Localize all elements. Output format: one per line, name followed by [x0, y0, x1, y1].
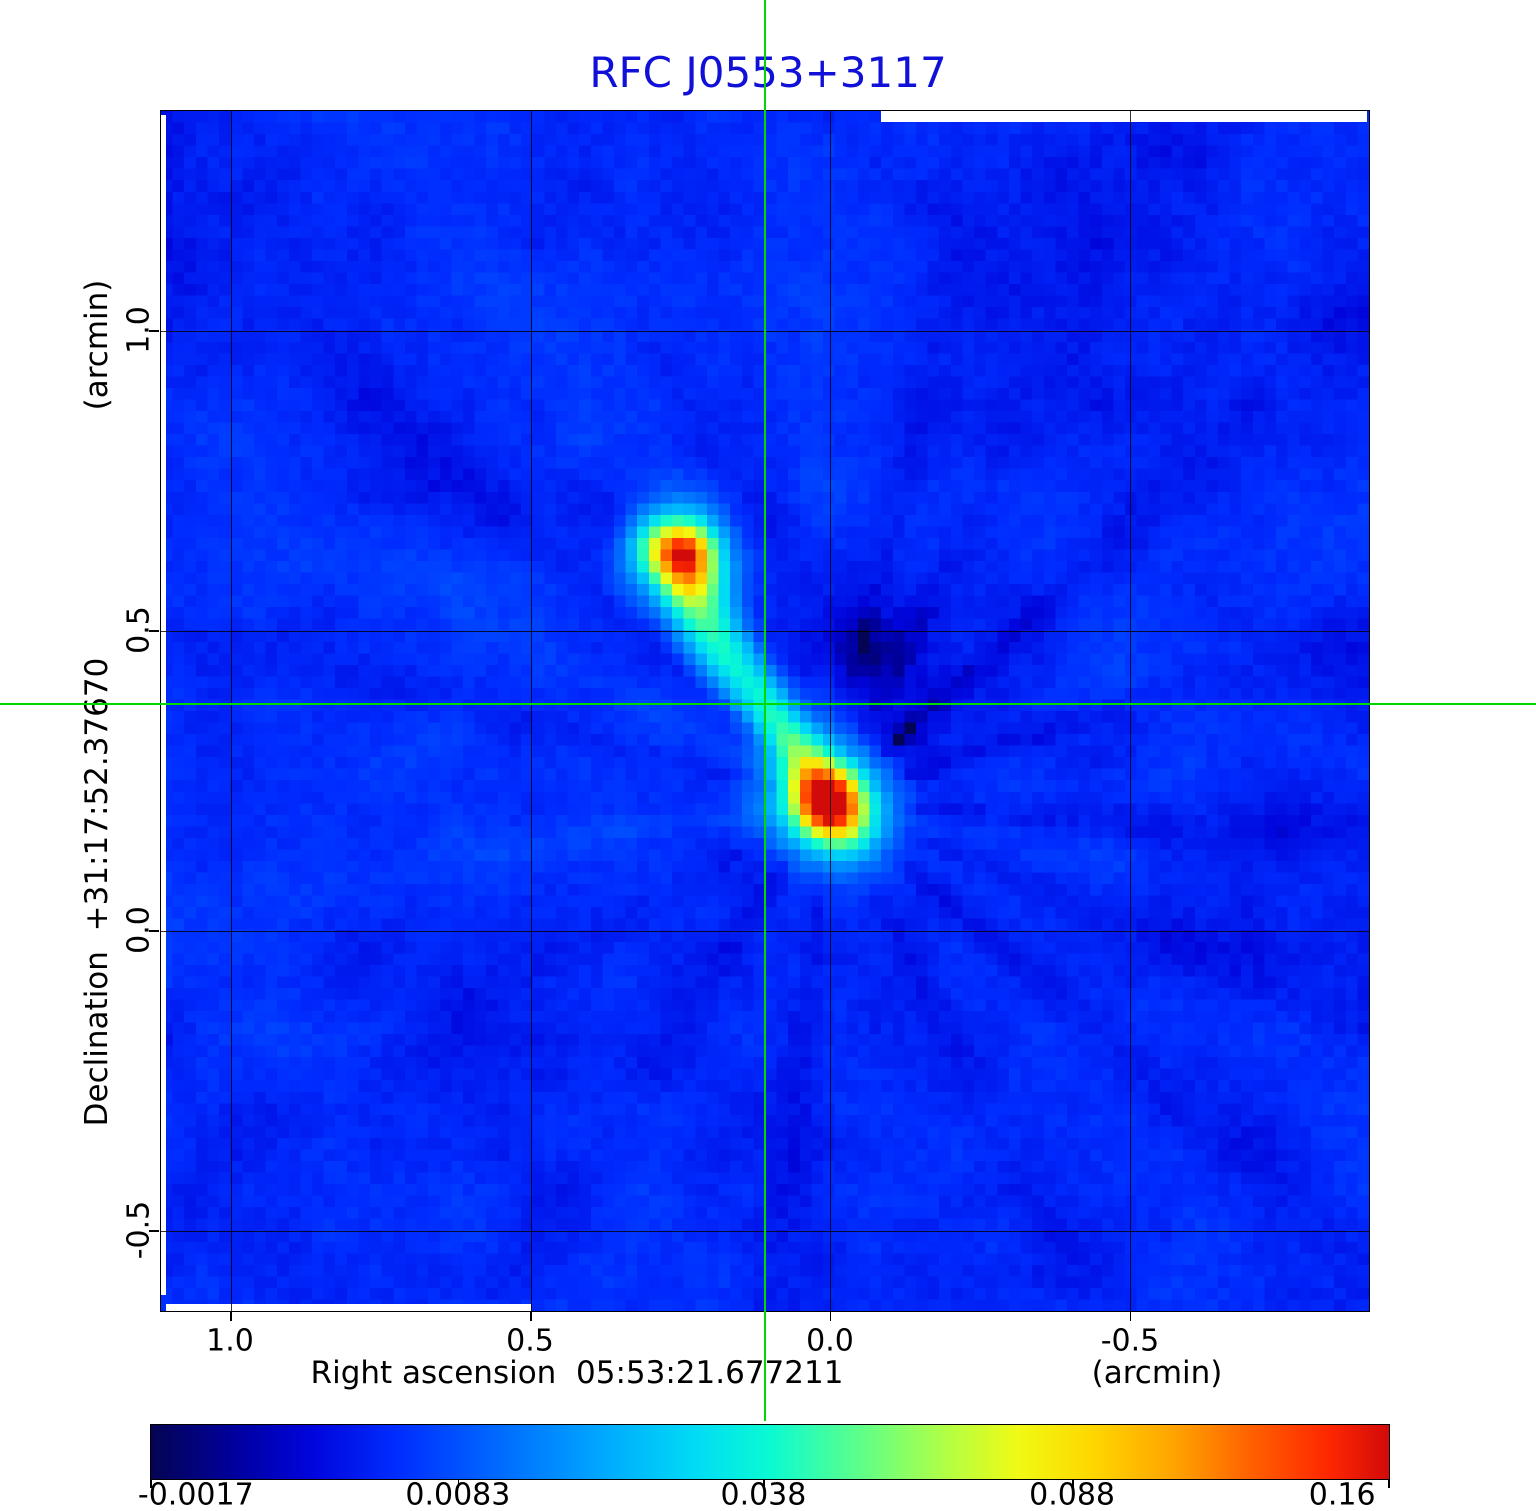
crosshair-horizontal-line [0, 703, 1536, 705]
blank-margin-strip [166, 1304, 531, 1311]
blank-margin-strip [161, 115, 166, 1295]
x-tick-label: -0.5 [1100, 1323, 1160, 1359]
x-axis-label: Right ascension 05:53:21.677211 [310, 1355, 844, 1391]
grid-line-vertical [230, 111, 232, 1311]
y-axis-tick-mark [149, 930, 159, 932]
colorbar-tick-label: 0.0083 [405, 1477, 511, 1511]
y-axis-tick-mark [149, 330, 159, 332]
colorbar-tick-label: 0.088 [1029, 1477, 1116, 1511]
grid-line-vertical [830, 111, 832, 1311]
x-tick-label: 0.0 [806, 1323, 854, 1359]
colorbar [150, 1424, 1390, 1480]
y-axis-tick-mark [149, 1230, 159, 1232]
y-axis-unit-label: (arcmin) [79, 279, 115, 411]
blank-margin-strip [881, 111, 1367, 122]
crosshair-vertical-line [764, 0, 767, 1421]
colorbar-tick-mark [1072, 1480, 1074, 1488]
x-axis-tick-mark [1129, 1311, 1132, 1321]
colorbar-tick-mark [763, 1480, 765, 1488]
x-axis-unit-label: (arcmin) [1091, 1355, 1223, 1391]
colorbar-tick-mark [457, 1480, 460, 1488]
colorbar-tick-mark [150, 1480, 152, 1488]
colorbar-tick-label: 0.16 [1308, 1477, 1376, 1511]
colorbar-tick-label: -0.0017 [137, 1477, 254, 1511]
x-tick-label: 1.0 [206, 1323, 254, 1359]
x-tick-label: 0.5 [506, 1323, 554, 1359]
colorbar-gradient [151, 1425, 1389, 1479]
colorbar-tick-mark [1388, 1480, 1390, 1488]
grid-line-vertical [1130, 111, 1132, 1311]
x-axis-tick-mark [829, 1311, 832, 1321]
colorbar-tick-label: 0.038 [720, 1477, 807, 1511]
x-axis-tick-mark [530, 1311, 532, 1321]
grid-line-vertical [530, 111, 532, 1311]
x-axis-tick-mark [230, 1311, 232, 1321]
figure-title: RFC J0553+3117 [589, 48, 947, 97]
y-axis-tick-mark [149, 630, 159, 632]
y-axis-label: Declination +31:17:52.37670 [79, 657, 115, 1127]
